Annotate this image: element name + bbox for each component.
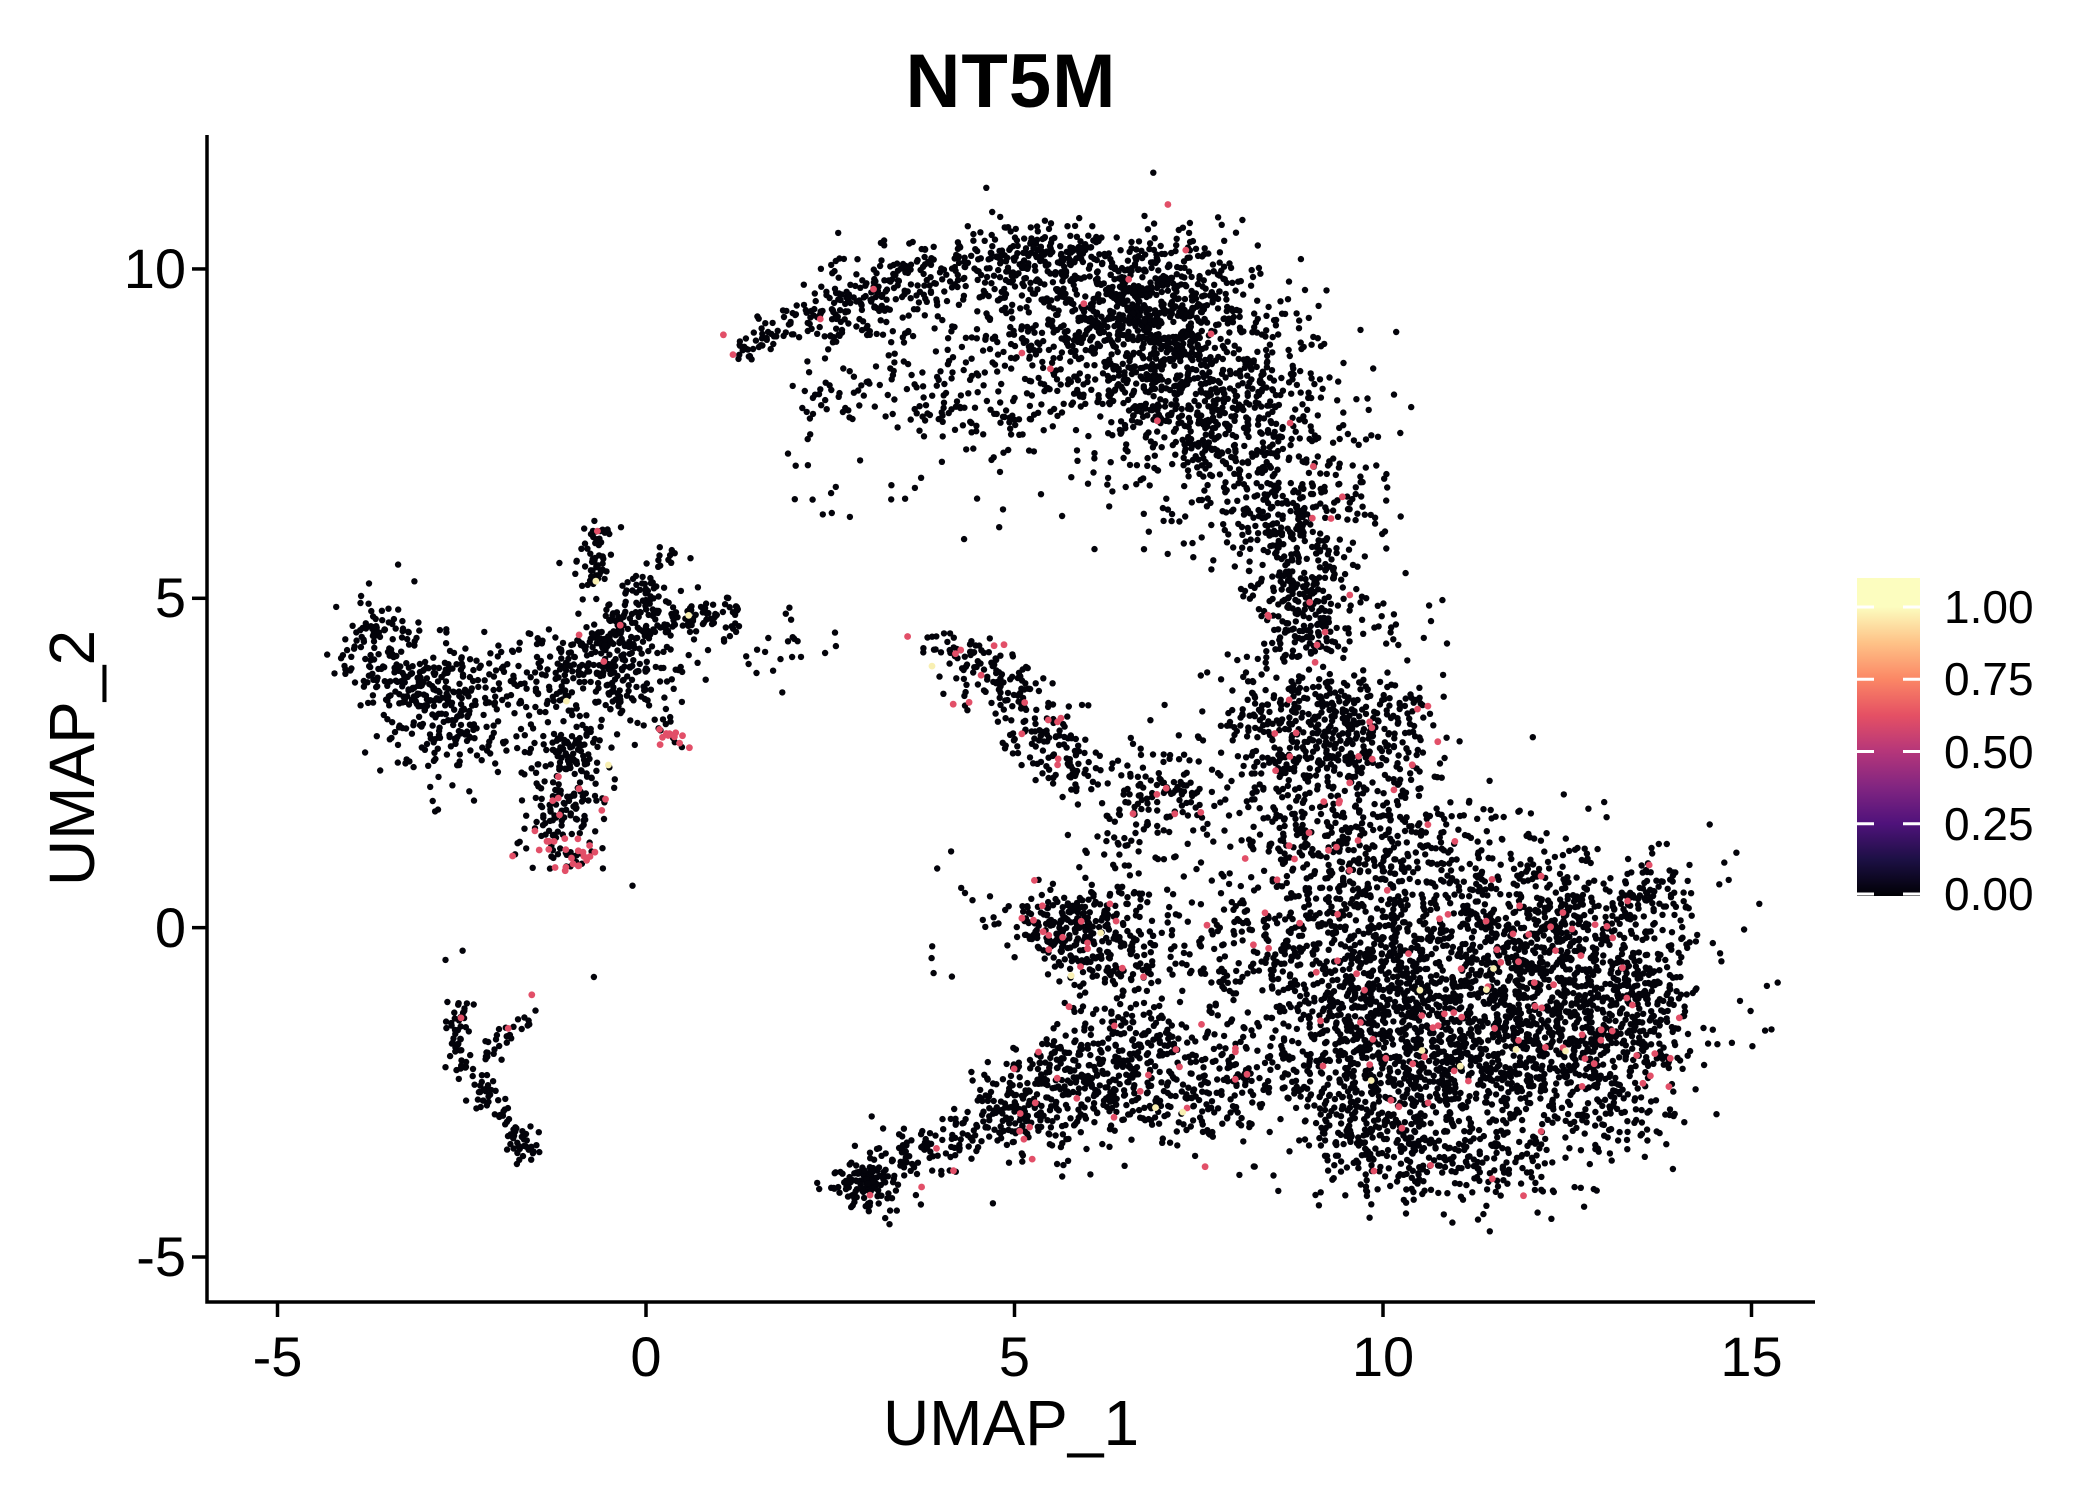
y-tick-label: -5 — [136, 1225, 186, 1288]
y-tick-label: 0 — [154, 895, 186, 959]
axes — [192, 135, 1815, 1317]
x-tick-label: 10 — [1351, 1325, 1415, 1388]
x-tick-label: 15 — [1720, 1325, 1783, 1388]
y-tick-label: 5 — [154, 566, 186, 630]
colorbar-tick-label: 1.00 — [1944, 581, 2034, 633]
x-tick-label: -5 — [252, 1325, 303, 1388]
y-tick-label: 10 — [123, 236, 186, 300]
colorbar — [1857, 578, 1920, 896]
colorbar-tick-label: 0.25 — [1944, 797, 2034, 850]
scatter-points — [324, 169, 1781, 1235]
colorbar-tick-label: 0.50 — [1944, 725, 2034, 778]
x-axis-label: UMAP_1 — [882, 1387, 1140, 1459]
plot-title: NT5M — [905, 39, 1117, 124]
colorbar-tick-label: 0.75 — [1944, 653, 2034, 706]
colorbar-tick-label: 0.00 — [1944, 868, 2034, 920]
x-tick-label: 0 — [630, 1325, 662, 1388]
x-tick-label: 5 — [998, 1325, 1031, 1388]
